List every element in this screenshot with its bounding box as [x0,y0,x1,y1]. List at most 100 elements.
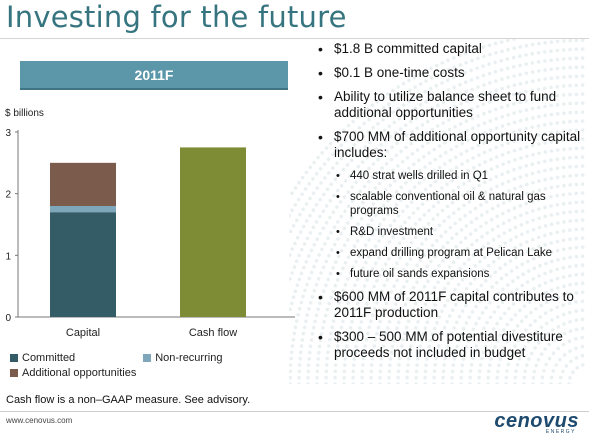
legend-label-committed: Committed [22,352,76,364]
pattern-dot [387,124,392,129]
sub-bullet-item: 440 strat wells drilled in Q1 [334,169,586,183]
pattern-dot [470,58,474,63]
pattern-dot [369,382,373,384]
bullet-item: $700 MM of additional opportunity capita… [314,129,586,281]
footnote: Cash flow is a non–GAAP measure. See adv… [6,394,251,406]
pattern-dot [558,382,562,384]
pattern-dot [324,369,329,374]
pattern-dot [435,124,440,128]
pattern-dot [537,283,542,288]
pattern-dot [536,60,541,64]
pattern-dot [333,283,338,288]
pattern-dot [378,375,382,380]
pattern-dot [555,84,560,89]
pattern-dot [450,369,455,374]
legend-label-non-recurring: Non-recurring [155,352,223,364]
pattern-dot [353,283,357,288]
pattern-dot [423,375,427,380]
pattern-dot [392,120,397,125]
pattern-dot [307,182,311,186]
sub-bullet-item: expand drilling program at Pelican Lake [334,246,586,260]
pattern-dot [342,369,347,374]
pattern-dot [520,283,524,288]
pattern-dot [479,283,484,288]
pattern-dot [551,369,556,373]
pattern-dot [293,203,298,207]
pattern-dot [304,170,309,175]
pattern-dot [304,202,309,206]
pattern-dot [477,375,481,380]
pattern-dot [295,283,300,287]
bullet-list: $1.8 B committed capital $0.1 B one-time … [314,41,586,369]
pattern-dot [476,56,480,61]
pattern-dot [397,320,401,325]
pattern-dot [486,375,490,380]
brand-logo: cenovus [494,410,579,432]
pattern-dot [469,362,474,367]
pattern-dot [297,277,302,282]
pattern-dot [415,363,419,367]
pattern-dot [362,121,366,126]
pattern-dot [549,382,553,384]
pattern-dot [290,247,294,251]
footer-divider [0,411,589,412]
y-tick-label: 1 [5,251,11,262]
pattern-dot [452,56,456,60]
pattern-dot [580,83,585,87]
bullet-item: $0.1 B one-time costs [314,65,586,81]
pattern-dot [422,284,427,289]
pattern-dot [291,295,296,300]
pattern-dot [306,382,310,384]
pattern-dot [453,125,457,129]
pattern-dot [549,58,553,62]
pattern-dot [440,81,444,85]
pattern-dot [524,80,529,85]
pattern-dot [561,369,565,374]
pattern-dot [556,324,561,329]
pattern-dot [308,301,313,305]
pattern-dot [296,313,300,317]
pattern-dot [298,356,302,361]
pattern-dot [343,283,348,287]
pattern-dot [289,229,293,234]
pattern-dot [299,344,304,348]
pattern-dot [403,123,408,128]
pattern-dot [568,56,572,61]
pattern-dot [549,375,554,380]
pattern-dot [497,363,501,368]
pattern-dot [530,61,535,65]
legend-swatch-additional [10,369,18,377]
pattern-dot [562,322,566,326]
bar-segment [50,162,116,206]
pattern-dot [360,382,364,384]
pattern-dot [424,363,428,368]
pattern-dot [463,80,468,84]
pattern-dot [289,363,293,367]
pattern-dot [307,254,311,258]
bullet-text: $300 – 500 MM of potential divestiture p… [334,329,563,360]
pattern-dot [456,282,461,287]
pattern-dot [297,306,302,311]
pattern-dot [387,382,391,384]
pattern-dot [302,242,307,246]
pattern-dot [292,265,297,269]
pattern-dot [392,284,396,288]
pattern-dot [291,223,296,228]
pattern-dot [531,375,536,380]
pattern-dot [459,382,463,384]
pattern-dot [301,331,306,336]
pattern-dot [342,375,346,380]
pattern-dot [307,307,311,311]
pattern-dot [414,369,419,374]
pattern-dot [478,363,483,367]
pattern-dot [561,84,566,88]
pattern-dot [506,122,511,126]
pattern-dot [561,120,566,124]
pattern-dot [436,280,440,284]
pattern-dot [305,313,310,317]
pattern-dot [297,375,301,380]
pattern-dot [378,382,382,384]
pattern-dot [515,324,520,328]
pattern-dot [543,281,548,285]
pattern-dot [490,285,494,289]
